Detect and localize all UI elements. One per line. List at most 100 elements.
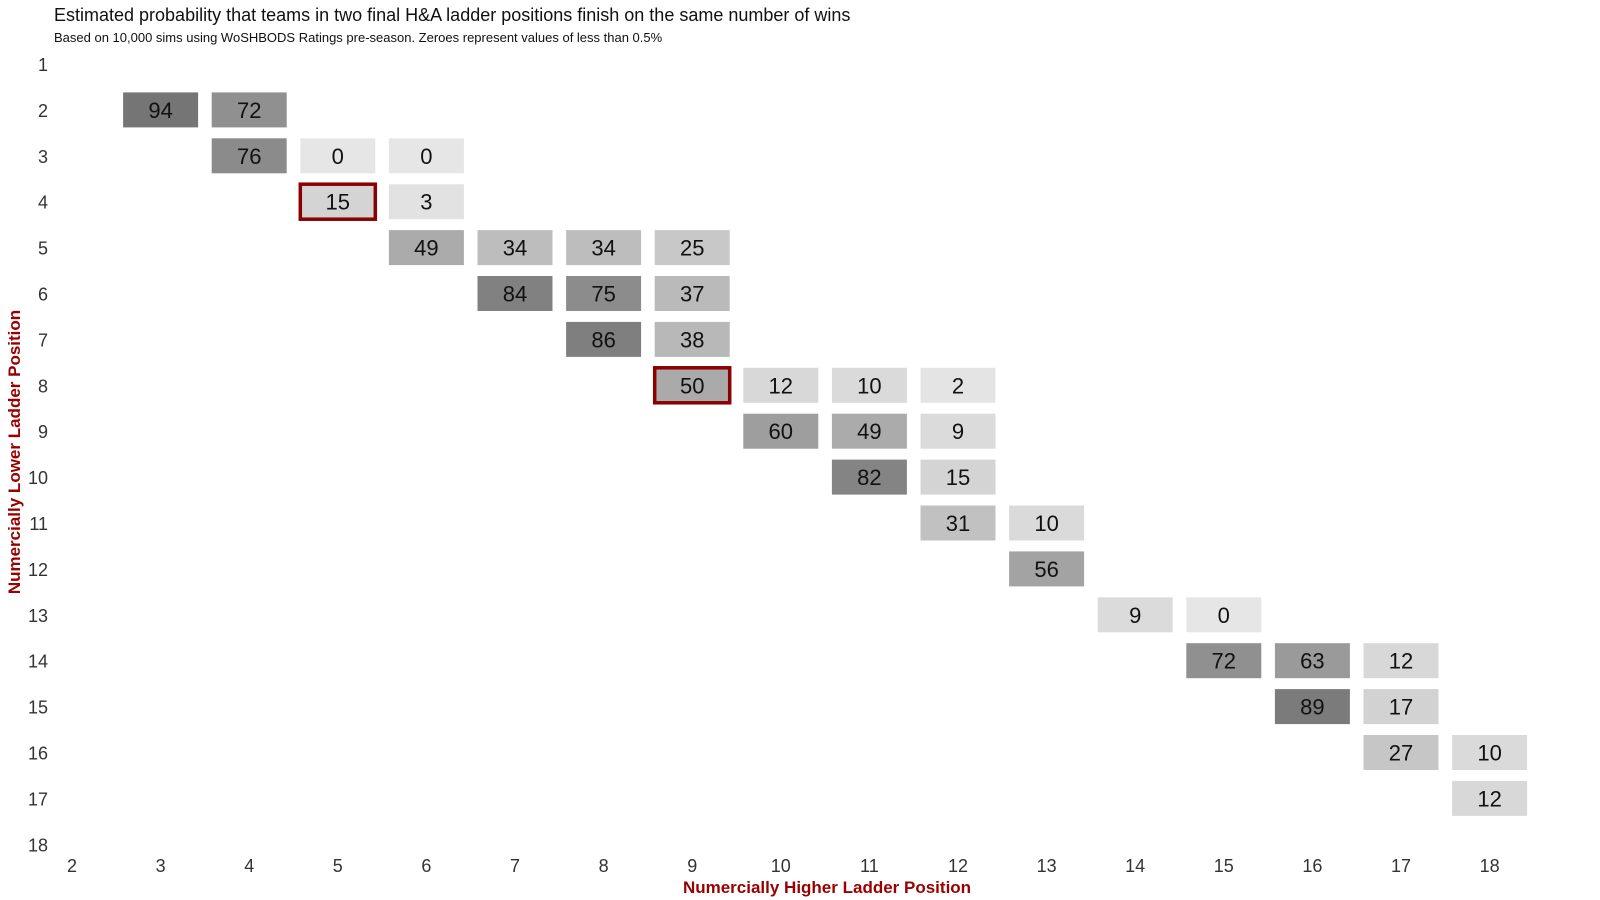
x-tick-label: 14	[1125, 856, 1145, 876]
x-tick-label: 3	[156, 856, 166, 876]
x-tick-label: 12	[948, 856, 968, 876]
heatmap-cell-highlighted	[652, 366, 732, 405]
cell-value-label: 12	[1477, 786, 1501, 811]
heatmap-cell	[388, 184, 464, 220]
x-tick-label: 6	[421, 856, 431, 876]
heatmap-cell	[654, 321, 730, 357]
heatmap-cell	[566, 321, 642, 357]
heatmap-cell	[1009, 551, 1085, 587]
x-tick-label: 10	[771, 856, 791, 876]
cell-value-label: 12	[1389, 649, 1413, 674]
x-axis-label: Numercially Higher Ladder Position	[683, 878, 971, 897]
y-tick-label: 13	[28, 606, 48, 626]
y-tick-label: 18	[28, 835, 48, 855]
heatmap-cell	[566, 230, 642, 266]
y-tick-label: 12	[28, 560, 48, 580]
heatmap-cell	[654, 276, 730, 311]
x-tick-label: 18	[1480, 856, 1500, 876]
heatmap-cell	[1363, 735, 1439, 770]
cell-value-label: 38	[680, 327, 704, 352]
cell-value-label: 89	[1300, 695, 1324, 720]
y-axis-label: Numercially Lower Ladder Position	[5, 310, 24, 594]
heatmap-cell	[920, 413, 996, 449]
cell-value-label: 0	[1218, 603, 1230, 628]
cell-value-label: 10	[857, 373, 881, 398]
cell-value-label: 27	[1389, 741, 1413, 766]
y-tick-label: 17	[28, 789, 48, 809]
y-tick-label: 1	[38, 55, 48, 75]
cell-value-label: 86	[591, 327, 615, 352]
heatmap-cell	[920, 505, 996, 541]
heatmap-cell	[388, 138, 464, 174]
cell-value-label: 63	[1300, 649, 1324, 674]
cell-value-label: 3	[420, 190, 432, 215]
x-tick-label: 8	[599, 856, 609, 876]
cell-value-label: 56	[1034, 557, 1058, 582]
y-tick-label: 2	[38, 101, 48, 121]
cell-value-label: 2	[952, 373, 964, 398]
cell-value-label: 50	[680, 373, 704, 398]
cells-layer: 94 72 76 0 0 15 3 49 34 34 25 84 75 37 86 38 50 12 10 2 60 49…	[123, 92, 1528, 816]
y-tick-label: 6	[38, 285, 48, 305]
x-tick-label: 15	[1214, 856, 1234, 876]
heatmap-cell	[211, 92, 287, 128]
y-tick-label: 3	[38, 147, 48, 167]
y-tick-label: 4	[38, 193, 48, 213]
heatmap-cell	[1186, 597, 1262, 633]
heatmap-cell	[1009, 505, 1085, 541]
heatmap-cell	[1274, 643, 1350, 679]
y-tick-label: 10	[28, 468, 48, 488]
cell-value-label: 84	[503, 282, 527, 307]
heatmap-cell	[477, 276, 553, 311]
chart-subtitle: Based on 10,000 sims using WoSHBODS Rati…	[54, 30, 663, 45]
x-tick-label: 2	[67, 856, 77, 876]
cell-value-label: 10	[1477, 741, 1501, 766]
y-tick-label: 9	[38, 422, 48, 442]
heatmap-cell	[1274, 689, 1350, 725]
heatmap-cell	[1363, 643, 1439, 679]
y-tick-label: 14	[28, 652, 48, 672]
heatmap-cell	[831, 367, 907, 403]
heatmap-cell	[1186, 643, 1262, 679]
cell-value-label: 72	[1212, 649, 1236, 674]
cell-value-label: 76	[237, 144, 261, 169]
cell-value-label: 15	[326, 190, 350, 215]
heatmap-cell	[211, 138, 287, 174]
cell-value-label: 37	[680, 282, 704, 307]
heatmap-cell	[920, 367, 996, 403]
cell-value-label: 12	[769, 373, 793, 398]
cell-value-label: 34	[503, 236, 527, 261]
heatmap-cell	[743, 367, 819, 403]
cell-value-label: 60	[769, 419, 793, 444]
heatmap-cell	[920, 459, 996, 495]
heatmap-cell	[1363, 689, 1439, 725]
heatmap-cell	[1097, 597, 1173, 633]
cell-value-label: 0	[420, 144, 432, 169]
heatmap-cell	[831, 413, 907, 449]
cell-value-label: 10	[1034, 511, 1058, 536]
y-tick-label: 8	[38, 376, 48, 396]
y-tick-label: 15	[28, 698, 48, 718]
x-tick-label: 11	[860, 856, 879, 876]
cell-value-label: 82	[857, 465, 881, 490]
y-tick-label: 5	[38, 239, 48, 259]
y-tick-label: 16	[28, 744, 48, 764]
heatmap-cell	[1452, 780, 1528, 816]
cell-value-label: 9	[1129, 603, 1141, 628]
cell-value-label: 9	[952, 419, 964, 444]
heatmap-cell	[566, 276, 642, 311]
cell-value-label: 75	[591, 282, 615, 307]
x-tick-label: 16	[1302, 856, 1322, 876]
heatmap-cell	[831, 459, 907, 495]
cell-value-label: 17	[1389, 695, 1413, 720]
y-tick-label: 11	[29, 514, 48, 534]
cell-value-label: 49	[414, 236, 438, 261]
x-tick-label: 9	[687, 856, 697, 876]
x-tick-label: 5	[333, 856, 343, 876]
chart-title: Estimated probability that teams in two …	[54, 5, 851, 25]
x-tick-label: 7	[510, 856, 520, 876]
heatmap-cell	[123, 92, 199, 128]
cell-value-label: 0	[332, 144, 344, 169]
